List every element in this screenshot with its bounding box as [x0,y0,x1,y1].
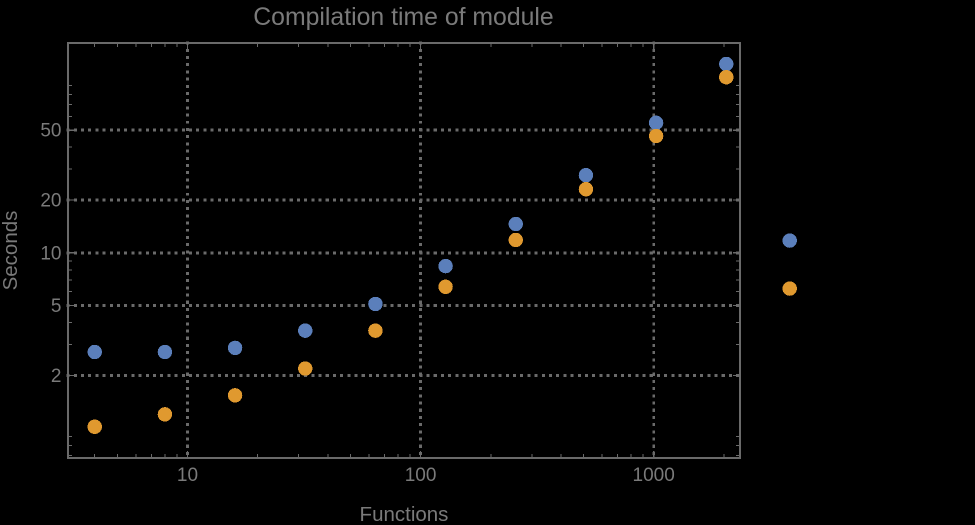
svg-text:Seconds: Seconds [0,211,22,291]
svg-text:50: 50 [40,121,61,142]
svg-text:2: 2 [51,366,62,387]
svg-text:10: 10 [177,465,198,486]
svg-text:5: 5 [51,296,62,317]
svg-text:1000: 1000 [633,465,675,486]
svg-text:20: 20 [40,190,61,211]
svg-text:100: 100 [405,465,437,486]
svg-text:10: 10 [40,243,61,264]
svg-text:Functions: Functions [360,503,449,525]
svg-text:Compilation time of module: Compilation time of module [253,4,553,31]
